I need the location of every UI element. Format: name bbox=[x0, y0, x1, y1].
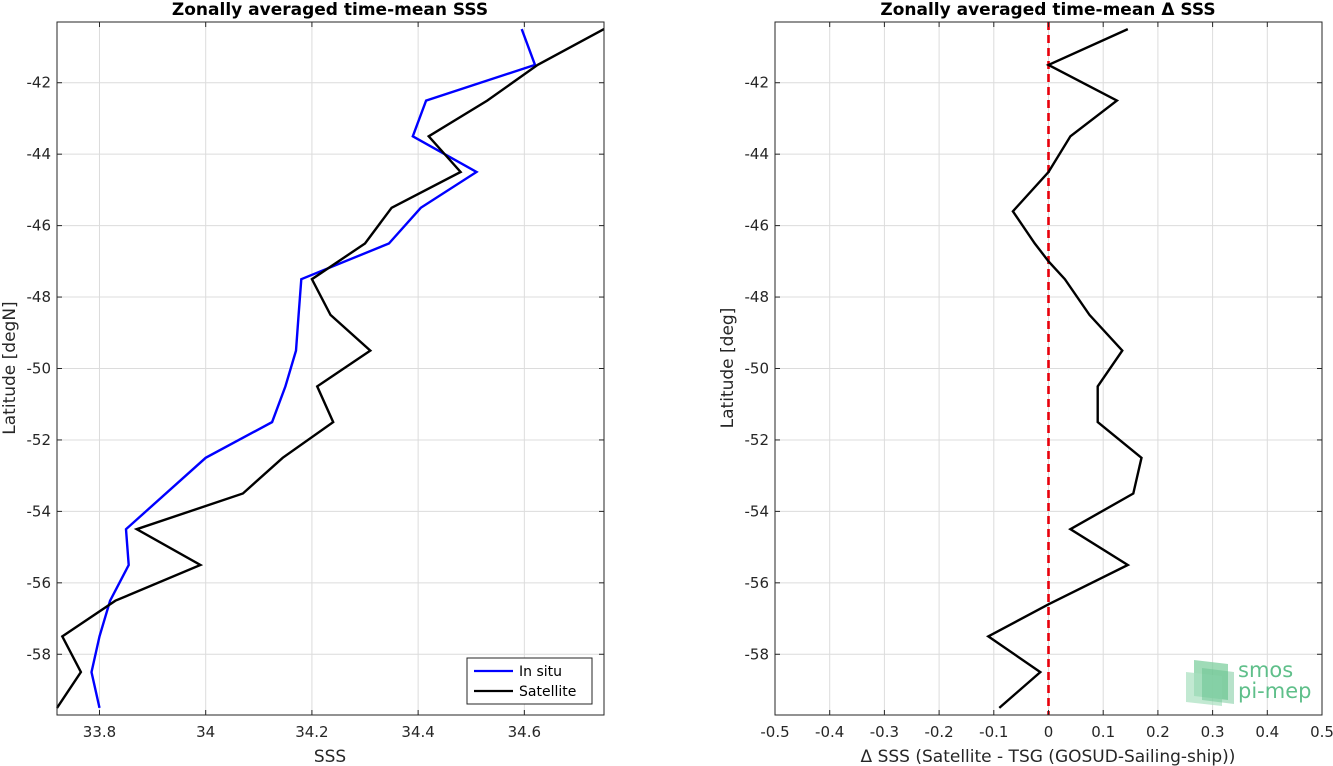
right-y-tick-label: -42 bbox=[745, 74, 770, 92]
right-y-tick-label: -50 bbox=[745, 360, 770, 378]
right-chart-title: Zonally averaged time-mean Δ SSS bbox=[880, 0, 1215, 20]
right-series-line-delta-sss bbox=[985, 28, 1143, 709]
right-x-tick-label: 0.3 bbox=[1201, 723, 1225, 741]
left-ticks: 33.8 34 34.2 34.4 34.6 -42 -44 -46 -48 -50 -52 -54 -… bbox=[27, 22, 604, 741]
left-x-tick-label: 34.2 bbox=[295, 723, 328, 741]
left-series-line-in-situ bbox=[90, 28, 537, 709]
left-y-tick-label: -50 bbox=[27, 360, 52, 378]
smos-pi-mep-logo: smos pi-mep bbox=[1186, 658, 1311, 706]
right-x-tick-label: 0 bbox=[1044, 723, 1054, 741]
left-legend: In situ Satellite bbox=[466, 657, 593, 705]
left-x-axis-label: SSS bbox=[314, 747, 346, 766]
right-x-tick-label: -0.4 bbox=[815, 723, 844, 741]
left-y-tick-label: -44 bbox=[27, 145, 52, 163]
right-series-layer bbox=[985, 22, 1143, 715]
right-x-tick-label: -0.3 bbox=[870, 723, 899, 741]
left-y-tick-label: -46 bbox=[27, 217, 52, 235]
left-x-tick-label: 34.4 bbox=[401, 723, 434, 741]
right-x-tick-label: 0.1 bbox=[1091, 723, 1115, 741]
left-y-tick-label: -42 bbox=[27, 74, 52, 92]
left-panel: 33.8 34 34.2 34.4 34.6 -42 -44 -46 -48 -50 -52 -54 -… bbox=[0, 0, 605, 766]
left-chart-title: Zonally averaged time-mean SSS bbox=[172, 0, 488, 20]
right-y-tick-label: -54 bbox=[745, 502, 770, 520]
right-y-tick-label: -52 bbox=[745, 431, 770, 449]
right-y-tick-label: -56 bbox=[745, 574, 770, 592]
right-y-tick-label: -48 bbox=[745, 288, 770, 306]
logo-text-pi-mep: pi-mep bbox=[1238, 679, 1311, 703]
legend-box bbox=[466, 657, 593, 705]
left-series-line-satellite bbox=[56, 28, 605, 709]
left-y-tick-label: -58 bbox=[27, 645, 52, 663]
logo-text-smos: smos bbox=[1238, 658, 1293, 682]
left-y-tick-label: -54 bbox=[27, 502, 52, 520]
right-x-tick-label: -0.2 bbox=[924, 723, 953, 741]
left-y-axis-label: Latitude [degN] bbox=[0, 301, 20, 434]
left-y-tick-label: -56 bbox=[27, 574, 52, 592]
left-series-layer bbox=[56, 28, 605, 709]
left-grid bbox=[57, 22, 604, 715]
right-ticks: -0.5 -0.4 -0.3 -0.2 -0.1 0 0.1 0.2 0.3 0.4 0.5 -42 -… bbox=[745, 22, 1333, 741]
left-x-tick-label: 33.8 bbox=[83, 723, 116, 741]
right-y-tick-label: -58 bbox=[745, 645, 770, 663]
legend-label-satellite: Satellite bbox=[519, 684, 576, 700]
right-x-tick-label: 0.2 bbox=[1146, 723, 1170, 741]
left-y-tick-label: -48 bbox=[27, 288, 52, 306]
right-x-tick-label: -0.1 bbox=[979, 723, 1008, 741]
right-x-tick-label: -0.5 bbox=[760, 723, 789, 741]
right-x-tick-label: 0.4 bbox=[1255, 723, 1279, 741]
left-y-tick-label: -52 bbox=[27, 431, 52, 449]
right-x-tick-label: 0.5 bbox=[1310, 723, 1333, 741]
legend-label-in-situ: In situ bbox=[519, 664, 562, 680]
right-x-axis-label: Δ SSS (Satellite - TSG (GOSUD-Sailing-sh… bbox=[861, 747, 1236, 766]
logo-wave-shape-3 bbox=[1202, 668, 1234, 704]
right-y-axis-label: Latitude [deg] bbox=[718, 308, 738, 429]
right-y-tick-label: -44 bbox=[745, 145, 770, 163]
left-x-tick-label: 34 bbox=[196, 723, 215, 741]
logo-wave-shape-2 bbox=[1186, 672, 1222, 706]
left-x-tick-label: 34.6 bbox=[508, 723, 541, 741]
right-panel: -0.5 -0.4 -0.3 -0.2 -0.1 0 0.1 0.2 0.3 0.4 0.5 -42 -… bbox=[718, 0, 1333, 766]
right-y-tick-label: -46 bbox=[745, 217, 770, 235]
